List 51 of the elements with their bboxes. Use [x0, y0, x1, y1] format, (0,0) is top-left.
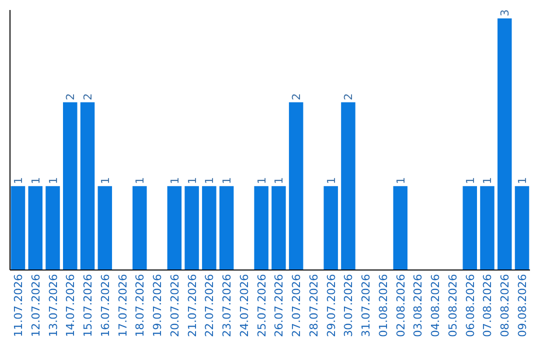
data-label: 1	[272, 177, 286, 184]
data-label: 1	[481, 177, 494, 184]
x-tick-label: 05.08.2026	[446, 274, 460, 337]
data-label: 1	[464, 177, 477, 184]
data-label: 1	[203, 177, 216, 184]
data-label: 1	[394, 177, 408, 184]
data-label: 1	[186, 177, 199, 184]
data-label: 1	[324, 177, 338, 184]
data-label: 1	[168, 177, 182, 184]
x-tick-label: 22.07.2026	[203, 274, 216, 337]
x-tick-label: 09.08.2026	[516, 274, 530, 337]
data-label: 2	[342, 93, 356, 100]
x-tick-label: 20.07.2026	[168, 274, 182, 337]
x-tick-label: 19.07.2026	[151, 274, 164, 337]
x-tick-label: 27.07.2026	[290, 274, 304, 337]
x-tick-label: 18.07.2026	[134, 274, 147, 337]
x-tick-label: 26.07.2026	[272, 274, 286, 337]
x-tick-label: 12.07.2026	[29, 274, 42, 337]
x-tick-label: 03.08.2026	[412, 274, 425, 337]
x-tick-label: 14.07.2026	[64, 274, 78, 337]
data-label: 2	[64, 93, 78, 100]
x-tick-label: 13.07.2026	[46, 274, 60, 337]
data-label: 1	[98, 177, 112, 184]
x-tick-label: 29.07.2026	[324, 274, 338, 337]
x-tick-label: 25.07.2026	[255, 274, 268, 337]
x-tick-label: 01.08.2026	[376, 274, 390, 337]
data-label: 1	[220, 177, 234, 184]
x-tick-label: 16.07.2026	[98, 274, 112, 337]
x-tick-label: 15.07.2026	[82, 274, 95, 337]
data-label: 1	[12, 177, 25, 184]
data-label: 1	[516, 177, 530, 184]
data-label: 1	[134, 177, 147, 184]
x-tick-label: 11.07.2026	[12, 274, 25, 337]
x-tick-label: 28.07.2026	[307, 274, 320, 337]
data-label: 1	[29, 177, 42, 184]
x-tick-label: 07.08.2026	[481, 274, 494, 337]
x-tick-label: 06.08.2026	[464, 274, 477, 337]
data-label: 1	[255, 177, 268, 184]
x-tick-label: 23.07.2026	[220, 274, 234, 337]
x-tick-label: 02.08.2026	[394, 274, 408, 337]
x-tick-label: 04.08.2026	[429, 274, 442, 337]
x-tick-label: 30.07.2026	[342, 274, 356, 337]
x-tick-label: 17.07.2026	[116, 274, 130, 337]
x-tick-label: 31.07.2026	[360, 274, 373, 337]
data-label: 1	[46, 177, 60, 184]
x-tick-label: 21.07.2026	[186, 274, 199, 337]
data-label: 2	[290, 93, 304, 100]
x-tick-label: 08.08.2026	[498, 274, 512, 337]
data-label: 2	[82, 93, 95, 100]
data-label: 3	[498, 9, 512, 16]
x-tick-label: 24.07.2026	[238, 274, 251, 337]
